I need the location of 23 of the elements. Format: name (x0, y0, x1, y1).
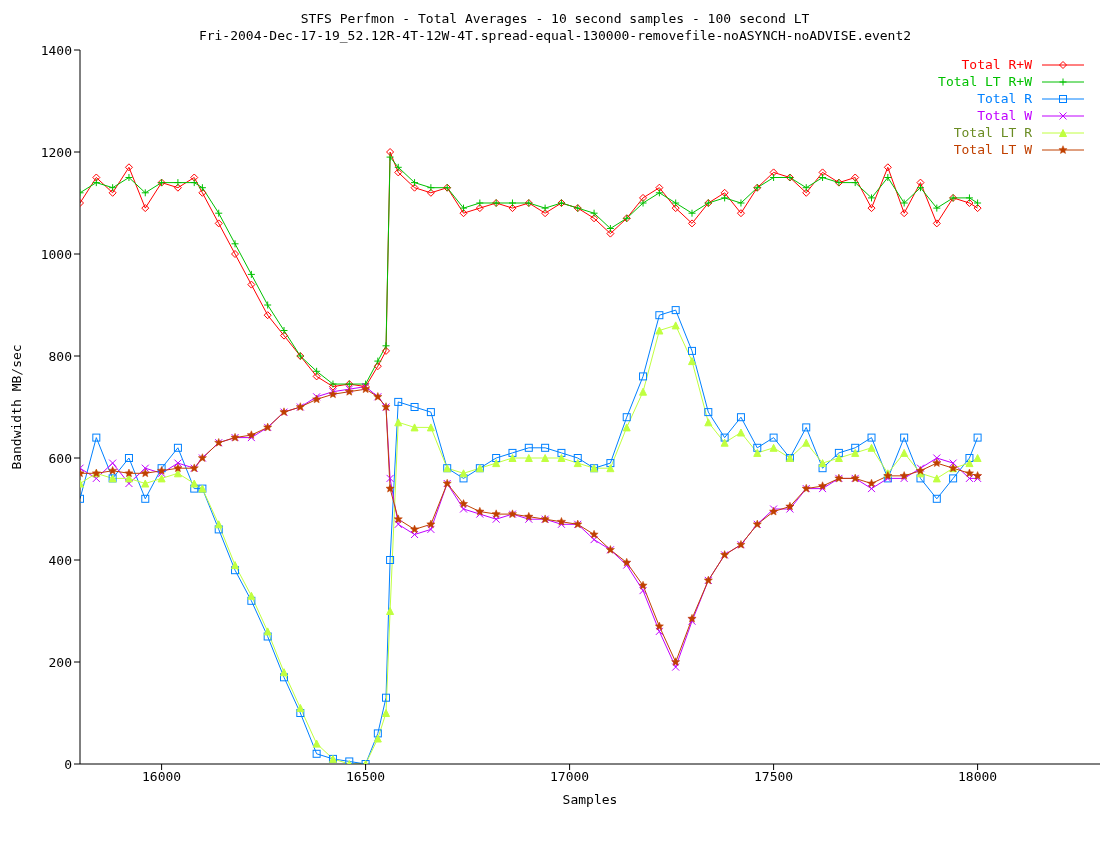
x-tick-label: 17000 (550, 769, 590, 785)
x-axis-title: Samples (562, 792, 618, 807)
legend-label: Total R+W (961, 56, 1032, 73)
legend-label: Total LT R+W (938, 73, 1032, 90)
y-tick-label: 200 (48, 654, 72, 670)
chart-title: STFS Perfmon - Total Averages - 10 second samples - 100 second LT (299, 10, 811, 27)
legend-label: Total LT R (953, 124, 1032, 141)
y-tick-label: 0 (64, 756, 72, 772)
y-tick-label: 400 (48, 552, 72, 568)
y-tick-label: 1400 (40, 42, 72, 58)
legend-label: Total W (977, 107, 1032, 124)
x-tick-label: 16000 (142, 769, 182, 785)
y-tick-label: 600 (48, 450, 72, 466)
legend-label: Total LT W (953, 141, 1032, 158)
y-axis-title: Bandwidth MB/sec (8, 344, 24, 470)
x-tick-label: 18000 (958, 769, 998, 785)
legend-label: Total R (977, 90, 1032, 107)
x-tick-label: 16500 (346, 769, 386, 785)
y-tick-label: 1200 (40, 144, 72, 160)
chart-subtitle: Fri-2004-Dec-17-19_52.12R-4T-12W-4T.spread-equal-130000-removefile-noASYNCH-noADVISE.event2 (197, 27, 913, 44)
x-tick-label: 17500 (754, 769, 794, 785)
y-tick-label: 800 (48, 348, 72, 364)
y-tick-label: 1000 (40, 246, 72, 262)
